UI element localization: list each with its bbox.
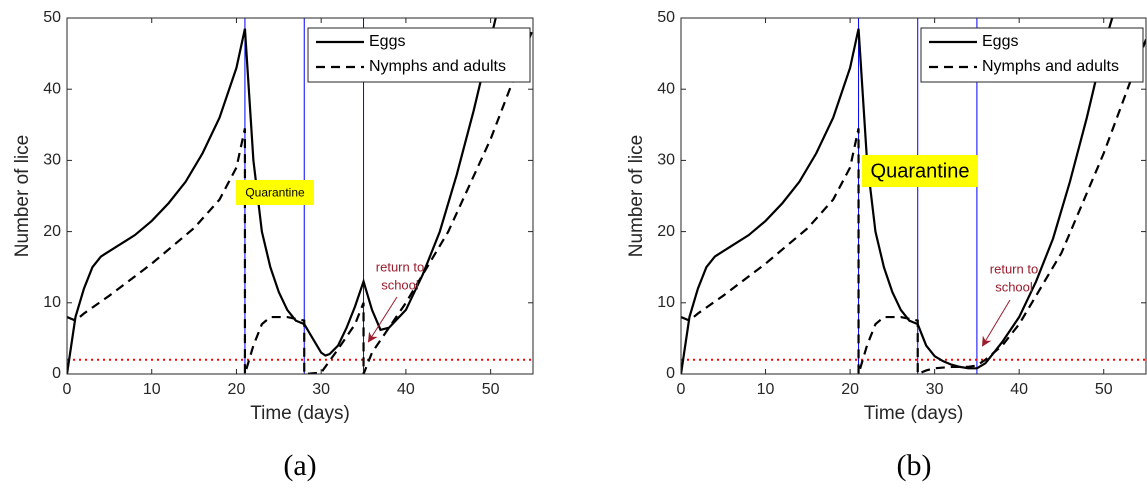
x-tick-label: 20 [228, 381, 246, 398]
y-tick-label: 50 [657, 9, 675, 26]
y-tick-label: 10 [657, 294, 675, 311]
legend-box [307, 27, 531, 83]
subplot-caption: (b) [897, 449, 932, 482]
x-axis-label: Time (days) [250, 403, 350, 424]
panel: 0 10 20 30 40 50 0 10 20 30 40 50 Eggs Nymphs and adu… [12, 9, 534, 482]
x-tick-label: 50 [482, 381, 500, 398]
annotation-box [862, 155, 978, 187]
x-tick-label: 0 [677, 381, 686, 398]
series-line [681, 38, 1146, 374]
x-tick-label: 30 [926, 381, 944, 398]
legend-label: Eggs [369, 33, 405, 50]
y-tick-label: 0 [666, 365, 675, 382]
series-line [67, 18, 497, 374]
y-tick-label: 10 [43, 294, 61, 311]
annotation: Quarantine [871, 160, 970, 182]
annotation-box [236, 180, 314, 205]
x-tick-label: 30 [312, 381, 330, 398]
annotation: return to [990, 261, 1038, 276]
axes-frame [680, 17, 1147, 375]
legend-box [920, 27, 1144, 83]
series-line [67, 28, 533, 374]
y-tick-label: 30 [43, 152, 61, 169]
annotation: Quarantine [245, 186, 305, 200]
y-tick-label: 20 [43, 223, 61, 240]
annotation: return to [376, 259, 424, 274]
y-tick-label: 40 [43, 80, 61, 97]
legend-label: Nymphs and adults [982, 58, 1119, 75]
x-tick-label: 40 [397, 381, 415, 398]
x-tick-label: 0 [63, 381, 72, 398]
x-tick-label: 40 [1010, 381, 1028, 398]
y-axis-label: Number of lice [12, 135, 33, 258]
x-axis-label: Time (days) [864, 403, 964, 424]
x-tick-label: 10 [143, 381, 161, 398]
y-tick-label: 40 [657, 80, 675, 97]
panel: 0 10 20 30 40 50 0 10 20 30 40 50 Eggs Nymphs and adu… [626, 9, 1147, 482]
annotation: school [995, 279, 1033, 294]
x-tick-label: 10 [757, 381, 775, 398]
annotation-arrow [981, 299, 1011, 347]
axes-frame [66, 17, 534, 375]
legend-label: Eggs [982, 33, 1018, 50]
annotation-arrow [367, 296, 398, 343]
x-tick-label: 50 [1095, 381, 1113, 398]
series-line [681, 18, 1114, 374]
y-tick-label: 20 [657, 223, 675, 240]
legend-label: Nymphs and adults [369, 58, 506, 75]
y-tick-label: 30 [657, 152, 675, 169]
y-tick-label: 0 [52, 365, 61, 382]
y-axis-label: Number of lice [626, 135, 647, 258]
subplot-caption: (a) [283, 449, 316, 482]
y-tick-label: 50 [43, 9, 61, 26]
annotation: school [381, 277, 419, 292]
x-tick-label: 20 [841, 381, 859, 398]
